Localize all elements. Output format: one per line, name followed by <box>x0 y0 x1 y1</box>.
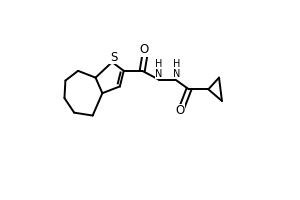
Text: H
N: H N <box>155 59 162 79</box>
Text: H
N: H N <box>172 59 180 79</box>
Text: O: O <box>140 43 149 56</box>
Text: O: O <box>176 104 185 117</box>
Text: S: S <box>110 51 117 64</box>
